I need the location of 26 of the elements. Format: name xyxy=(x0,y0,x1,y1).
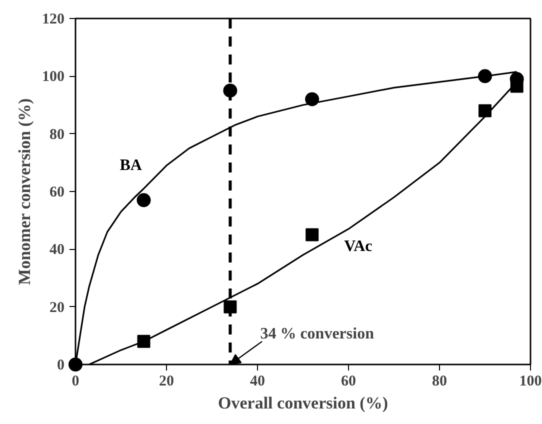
y-tick-label: 120 xyxy=(42,12,64,28)
x-tick-label: 80 xyxy=(432,374,447,390)
y-tick-label: 80 xyxy=(50,126,64,143)
x-tick-label: 20 xyxy=(159,374,174,390)
y-tick-label: 20 xyxy=(50,300,64,316)
point xyxy=(223,84,238,98)
y-axis-title: Monomer conversion (%) xyxy=(15,98,34,285)
series-label: BA xyxy=(120,157,142,174)
point xyxy=(305,92,320,106)
point xyxy=(137,334,150,348)
x-tick-label: 40 xyxy=(250,374,265,390)
y-tick-label: 100 xyxy=(42,69,64,86)
y-tick-label: 0 xyxy=(57,358,64,374)
x-axis-title: Overall conversion (%) xyxy=(218,394,388,412)
y-tick-label: 60 xyxy=(50,184,64,200)
x-tick-label: 100 xyxy=(519,374,542,390)
point xyxy=(68,358,82,372)
point xyxy=(478,104,492,118)
annotation: 34 % conversion xyxy=(260,326,374,342)
x-tick-label: 60 xyxy=(341,374,356,390)
series-label: VAc xyxy=(344,238,372,255)
y-tick-label: 40 xyxy=(50,242,64,258)
x-tick-label: 0 xyxy=(72,374,80,390)
point xyxy=(478,69,492,84)
point xyxy=(136,193,151,208)
point xyxy=(306,228,319,242)
